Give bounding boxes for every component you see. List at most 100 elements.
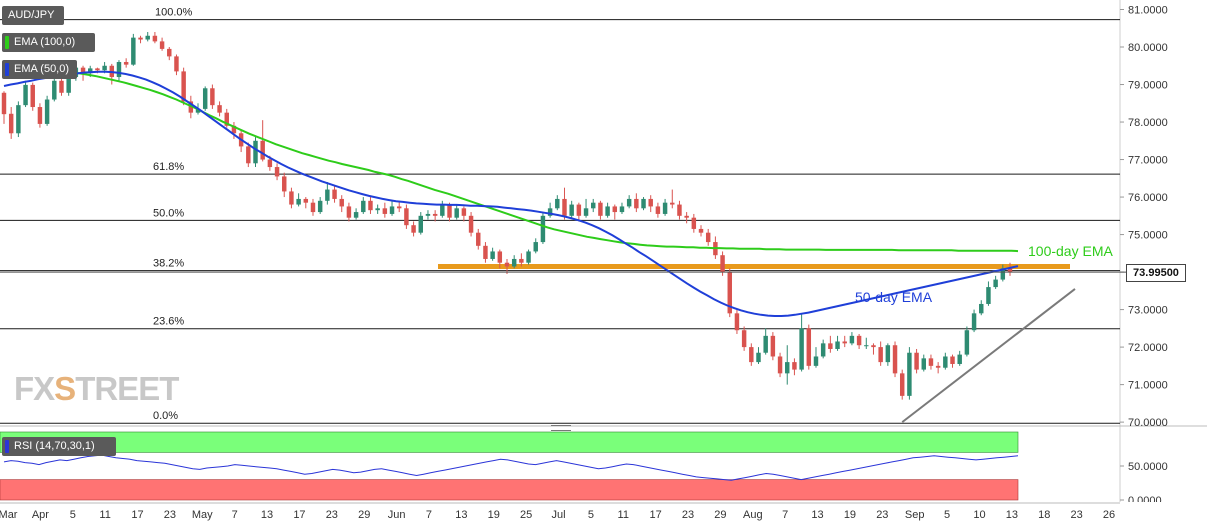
candle-body [382,208,388,214]
candle-body [317,200,323,213]
candle-body [612,206,618,213]
ema100-annotation: 100-day EMA [1028,243,1113,259]
candle-body [555,198,560,209]
candle-body [418,215,423,233]
current-price-tag: 73.99500 [1126,264,1186,282]
date-tick-label: Apr [32,509,49,521]
fib-level-label: 50.0% [153,207,184,219]
price-tick-label: 72.0000 [1128,342,1168,354]
candle-body [756,352,761,363]
candle-body [167,48,172,57]
candle-body [476,232,481,246]
legend-ema50-text: EMA (50,0) [14,63,70,75]
legend-ema100[interactable]: EMA (100,0) [2,33,95,52]
candle-body [806,328,812,366]
candle-body [677,204,682,216]
candle-body [138,37,143,40]
candle-body [971,313,977,331]
date-tick-label: 11 [99,509,110,521]
date-tick-label: 7 [232,509,238,521]
date-tick-label: 26 [1103,509,1115,521]
date-tick-label: 19 [844,509,856,521]
candle-body [44,99,50,124]
candle-body [375,208,380,211]
watermark-text: FXSTREET [14,370,179,407]
date-tick-label: Sep [905,509,925,521]
candle-body [511,258,517,267]
date-tick-label: 13 [261,509,273,521]
ema50-annotation: 50-day EMA [855,289,933,305]
candle-body [195,108,201,113]
date-tick-label: 5 [70,509,76,521]
date-tick-label: 10 [973,509,985,521]
pane-resize-handle[interactable] [551,425,571,431]
candle-body [662,202,668,214]
candle-body [569,204,574,216]
candle-body [792,362,797,370]
candle-body [231,125,237,134]
price-chart[interactable]: 81.0000 80.0000 79.0000 78.0000 77.0000 76.00… [0,0,1207,428]
price-tick-label: 76.0000 [1128,192,1168,204]
date-tick-label: 7 [426,509,432,521]
candle-body [1007,268,1013,273]
candle-body [878,347,883,363]
candle-body [943,356,948,368]
date-tick-label: Jun [388,509,406,521]
rsi-overbought-zone [0,431,1019,453]
ema50-line [3,70,1019,317]
date-tick-label: 29 [714,509,726,521]
candle-body [720,255,725,273]
candle-body [325,189,330,201]
date-tick-label: 13 [1006,509,1018,521]
candle-body [202,88,208,109]
candle-body [432,213,438,216]
price-tick-label: 73.0000 [1128,305,1168,317]
date-tick-label: 5 [944,509,950,521]
candle-body [332,189,337,199]
candle-body [763,335,768,353]
candle-body [591,202,596,209]
candle-body [131,37,136,65]
candle-body [634,198,639,209]
candle-body [1000,268,1006,280]
legend-rsi[interactable]: RSI (14,70,30,1) [2,437,116,456]
candle-body [519,258,524,263]
price-tick-label: 71.0000 [1128,380,1168,392]
date-tick-label: 29 [358,509,370,521]
candle-body [842,341,847,344]
candle-body [576,204,582,216]
candle-body [820,343,826,357]
ema50-swatch [5,63,9,76]
candle-body [864,345,869,347]
price-tick-label: 81.0000 [1128,5,1168,17]
candle-body [849,335,855,344]
date-tick-label: 17 [293,509,305,521]
candle-body [80,67,86,74]
candle-body [950,356,955,364]
candle-body [425,213,431,216]
candle-body [504,262,510,267]
rsi-chart[interactable]: 50.0000 0.0000 [0,428,1207,502]
candle-body [440,204,445,216]
instrument-label[interactable]: AUD/JPY [2,6,64,25]
date-tick-label: 19 [488,509,500,521]
candle-body [253,140,258,164]
legend-ema50[interactable]: EMA (50,0) [2,60,77,79]
instrument-label-text: AUD/JPY [8,9,55,21]
candle-body [23,84,28,106]
fxstreet-watermark: FXSTREET [14,370,179,408]
date-tick-label: 23 [326,509,338,521]
date-tick-label: 11 [618,509,629,521]
date-tick-label: May [192,509,213,521]
candle-body [777,356,783,374]
candle-body [260,140,265,160]
date-tick-label: 23 [682,509,694,521]
candle-body [95,68,100,71]
candle-body [37,107,43,124]
candle-body [899,373,905,396]
candle-body [626,198,632,207]
candle-body [246,146,251,164]
candle-body [727,272,732,314]
candle-body [159,41,165,49]
candle-body [282,176,287,192]
